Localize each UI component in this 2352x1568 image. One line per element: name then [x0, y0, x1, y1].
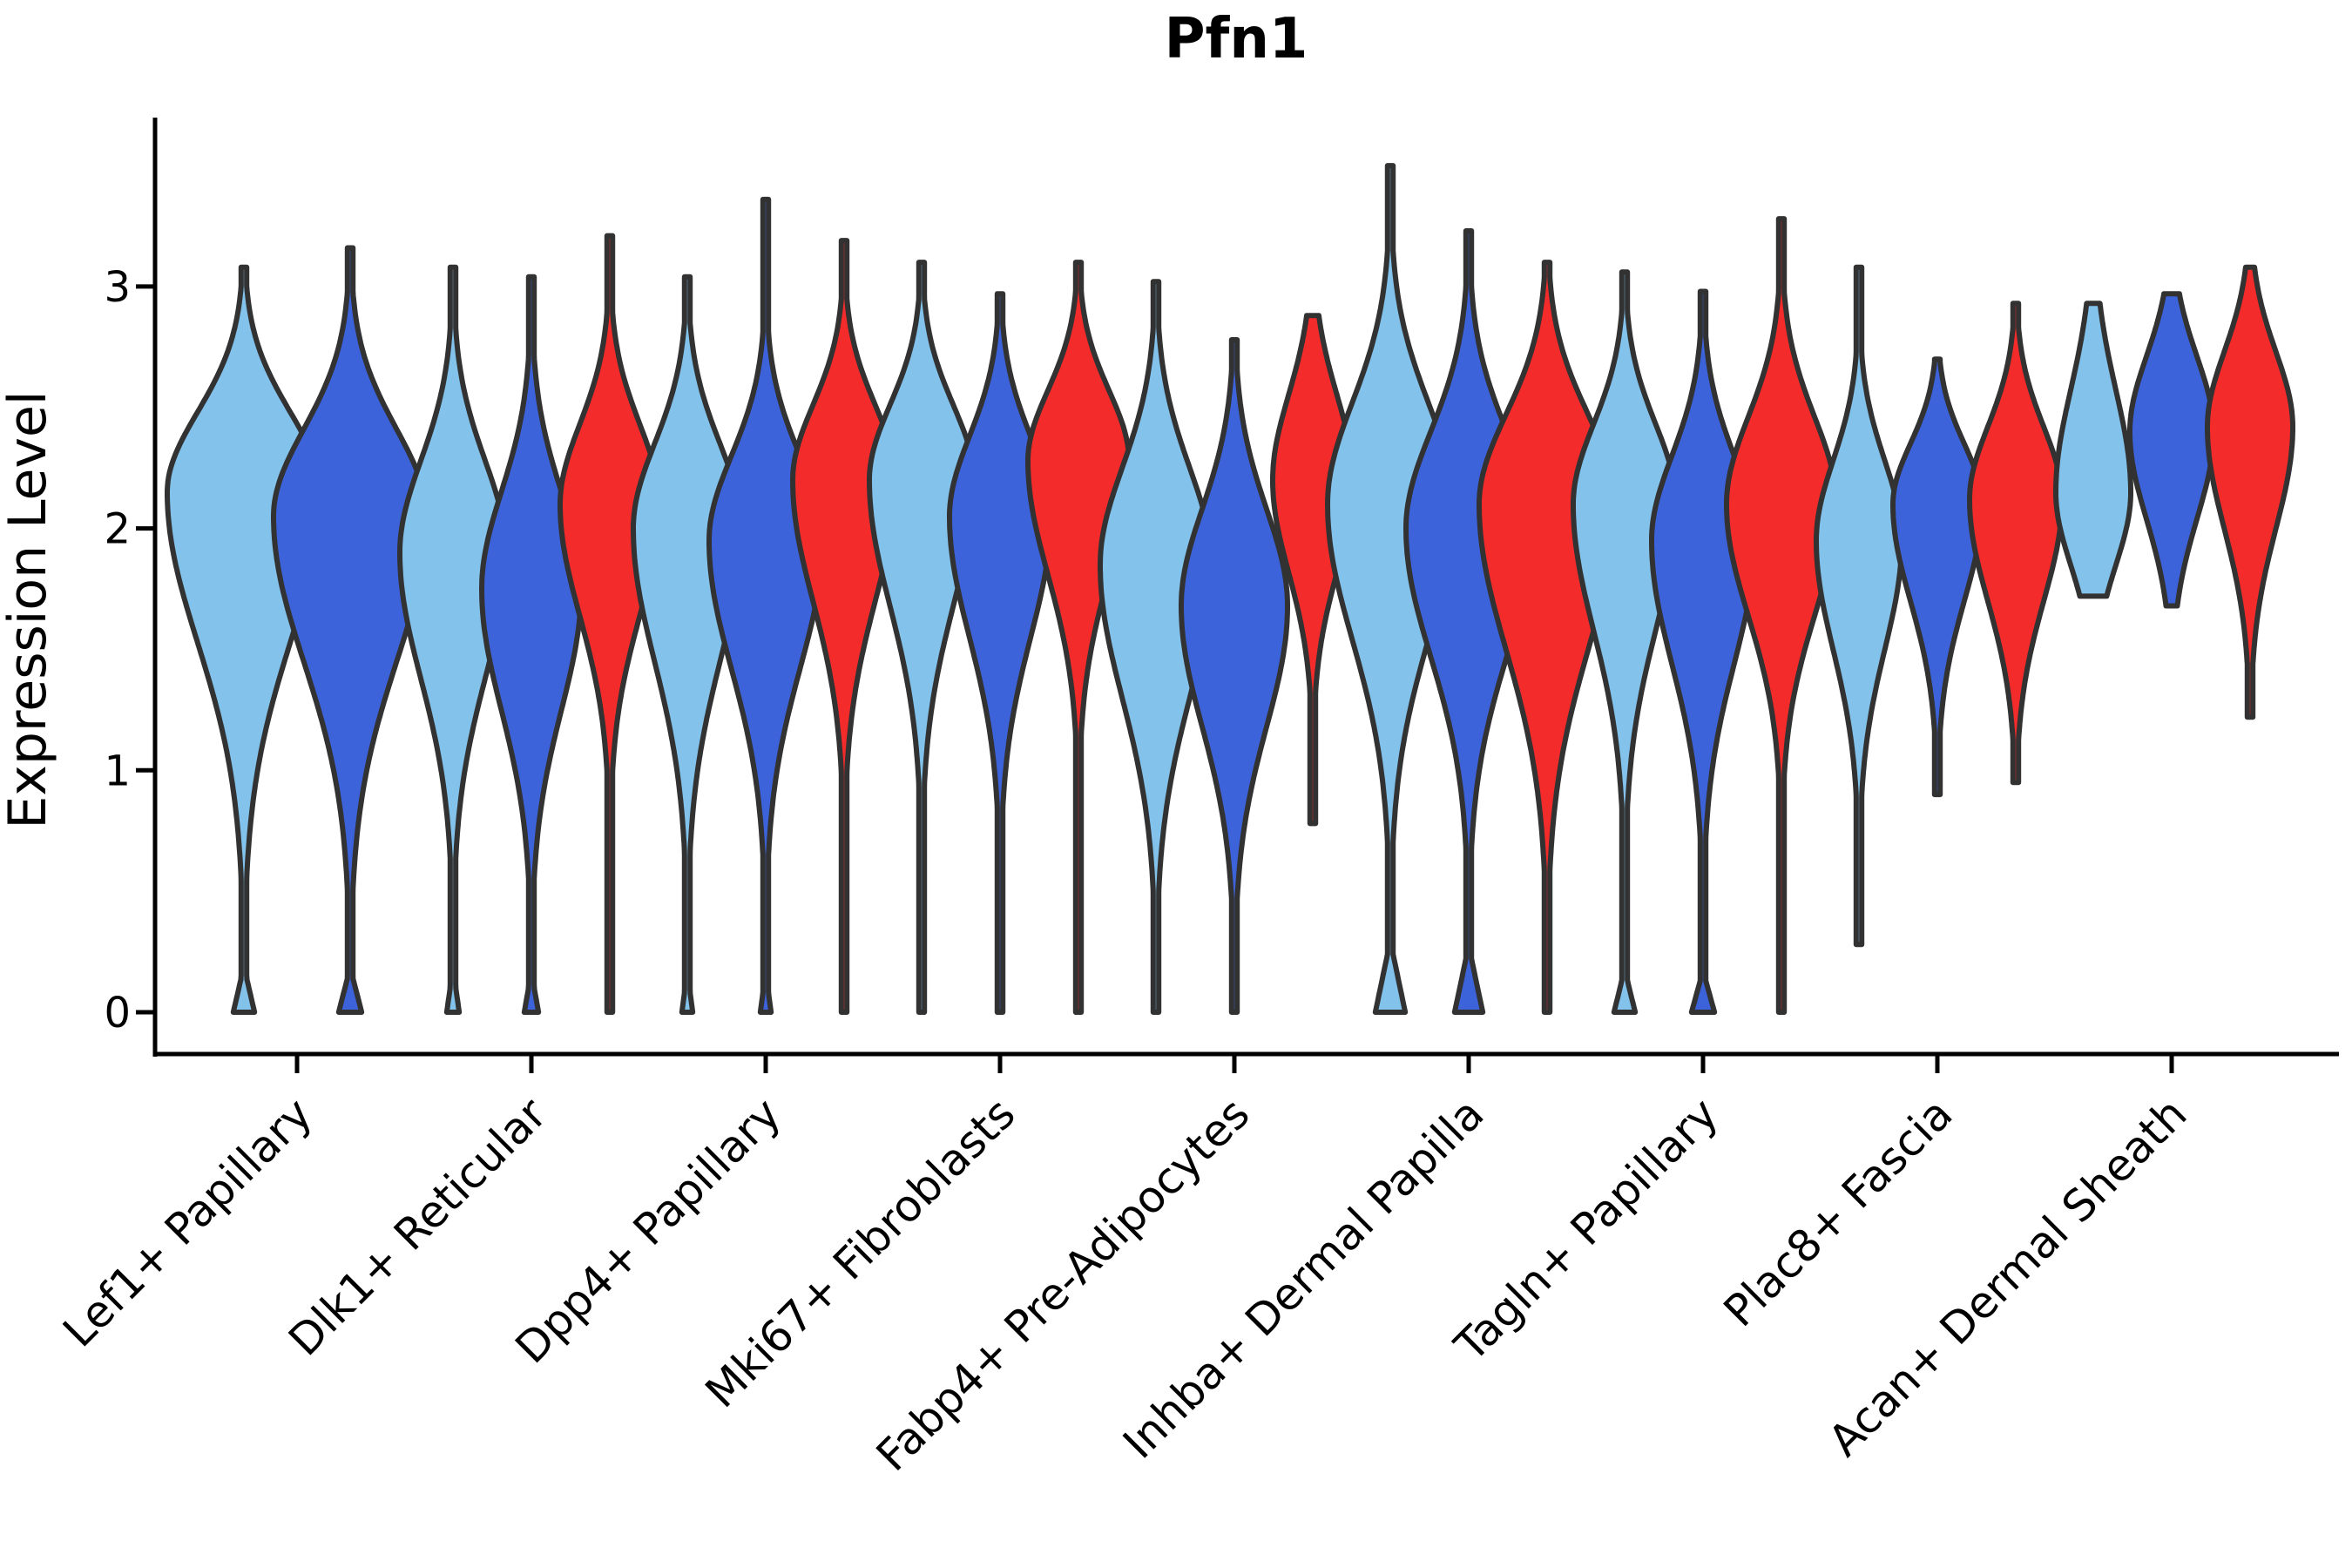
- x-category-label: Fabp4+ Pre-Adipocytes: [867, 1088, 1260, 1481]
- x-category-label: Plac8+ Fascia: [1714, 1088, 1963, 1336]
- violin-3-split-dark-blue: [947, 291, 1053, 1015]
- y-axis-label: Expression Level: [0, 390, 58, 828]
- violin-4-split-dark-blue: [1179, 337, 1290, 1015]
- violin-0-split-dark-blue: [271, 245, 429, 1015]
- violin-8-split-dark-blue: [2127, 291, 2216, 609]
- violin-0-split-light-blue: [165, 264, 323, 1015]
- y-tick-label: 1: [104, 747, 131, 795]
- violin-2-split-light-blue: [631, 274, 744, 1015]
- violin-1-split-dark-blue: [479, 274, 584, 1015]
- violin-6-split-dark-blue: [1649, 288, 1757, 1015]
- violin-7-split-red: [1967, 301, 2065, 786]
- violin-6-split-red: [1724, 216, 1839, 1015]
- violin-8-split-light-blue: [2053, 301, 2133, 599]
- chart-title: Pfn1: [1165, 7, 1308, 71]
- y-tick-label: 3: [104, 263, 131, 312]
- x-category-label: Tagln+ Papillary: [1444, 1088, 1727, 1371]
- violin-3-split-red: [1025, 260, 1132, 1015]
- violin-5-split-light-blue: [1325, 163, 1456, 1015]
- violin-2-split-dark-blue: [706, 196, 825, 1015]
- violin-4-split-light-blue: [1098, 279, 1214, 1015]
- violin-3-split-light-blue: [867, 260, 977, 1015]
- violin-7-split-light-blue: [1814, 264, 1904, 948]
- violin-6-split-light-blue: [1571, 269, 1679, 1015]
- violin-1-split-light-blue: [397, 264, 509, 1015]
- violin-1-split-red: [558, 233, 662, 1015]
- y-tick-label: 0: [104, 989, 131, 1037]
- violin-2-split-red: [790, 238, 898, 1015]
- y-tick-label: 2: [104, 505, 131, 554]
- violin-7-split-dark-blue: [1890, 356, 1984, 798]
- violin-4-split-red: [1270, 313, 1355, 827]
- violin-8-split-red: [2205, 264, 2295, 720]
- x-category-label: Dlk1+ Reticular: [279, 1088, 556, 1365]
- violin-5-split-red: [1477, 260, 1618, 1015]
- x-category-label: Lef1+ Papillary: [53, 1088, 321, 1356]
